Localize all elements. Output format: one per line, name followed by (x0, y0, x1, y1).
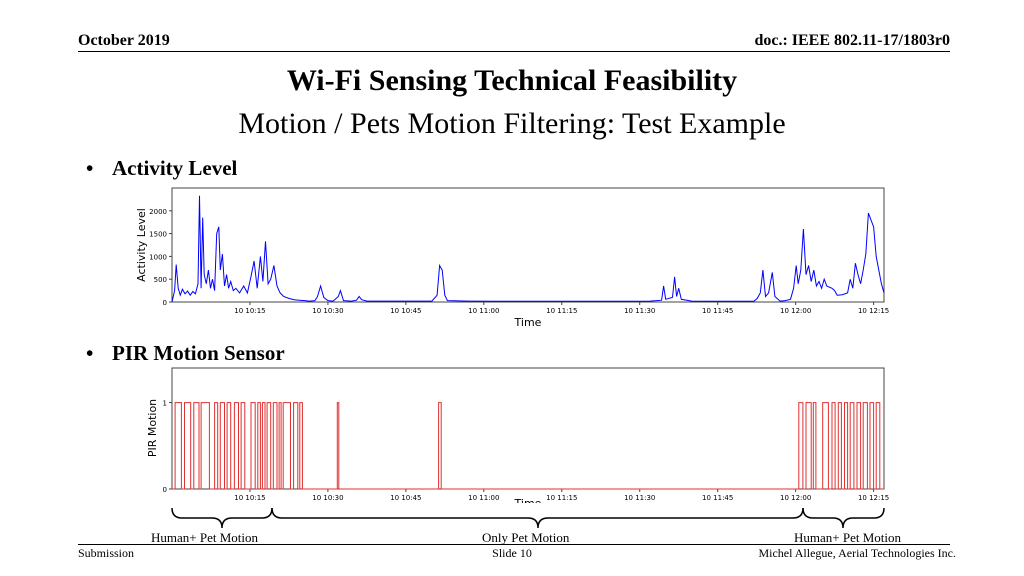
activity-x-tick-label: 10 12:00 (780, 307, 811, 315)
pir-chart: 0 1 10 10:15 10 10:30 10 10:45 10 11:00 10 11… (146, 367, 889, 510)
pir-y-tick-label: 0 (163, 486, 167, 494)
pir-x-tick-label: 10 11:00 (468, 494, 499, 502)
pir-x-tick-label: 10 10:15 (234, 494, 265, 502)
pir-x-tick-label: 10 10:30 (312, 494, 343, 502)
activity-y-tick-label: 2000 (149, 208, 167, 216)
bullet-dot: • (86, 341, 94, 365)
bullet-label: Activity Level (112, 156, 238, 180)
activity-y-tick-label: 1500 (149, 231, 167, 239)
activity-x-tick-label: 10 10:45 (390, 307, 421, 315)
activity-x-tick-label: 10 12:15 (858, 307, 889, 315)
brace-human-pet-2 (802, 507, 885, 529)
segment-label-human-pet-1: Human+ Pet Motion (151, 530, 258, 545)
activity-x-tick-label: 10 10:15 (234, 307, 265, 315)
pir-x-tick-label: 10 12:00 (780, 494, 811, 502)
activity-y-tick-label: 500 (154, 276, 167, 284)
activity-x-tick-label: 10 11:45 (702, 307, 733, 315)
activity-plot-frame (171, 187, 885, 303)
header-doc-id: doc.: IEEE 802.11-17/1803r0 (754, 32, 950, 49)
activity-x-axis-label: Time (514, 316, 542, 329)
footer-slide-number: Slide 10 (492, 546, 532, 560)
segment-label-only-pet: Only Pet Motion (482, 530, 570, 545)
pir-y-axis-label: PIR Motion (146, 399, 159, 457)
pir-x-tick-label: 10 10:45 (390, 494, 421, 502)
pir-series-line (172, 402, 884, 490)
segment-label-human-pet-2: Human+ Pet Motion (794, 530, 901, 545)
pir-x-tick-label: 10 11:45 (702, 494, 733, 502)
activity-y-tick-label: 0 (163, 299, 167, 307)
activity-x-tick-label: 10 11:00 (468, 307, 499, 315)
bullet-activity-level: • Activity Level (86, 156, 237, 181)
activity-series-line (171, 195, 885, 303)
header-date: October 2019 (78, 32, 170, 49)
bullet-pir-motion: • PIR Motion Sensor (86, 341, 285, 366)
brace-only-pet (271, 507, 804, 529)
pir-label-clip (150, 503, 910, 511)
pir-x-tick-label: 10 11:30 (624, 494, 655, 502)
footer-author: Michel Allegue, Aerial Technologies Inc. (758, 546, 956, 560)
activity-y-axis-label: Activity Level (135, 208, 148, 282)
slide-title: Wi-Fi Sensing Technical Feasibility (286, 64, 738, 97)
bullet-dot: • (86, 156, 94, 180)
brace-human-pet-1 (171, 507, 273, 529)
activity-x-tick-label: 10 11:15 (546, 307, 577, 315)
footer-divider (78, 544, 950, 545)
activity-chart: 0 500 1000 1500 2000 10 10:15 10 10:30 10 10:4… (135, 187, 889, 329)
header-divider (78, 51, 950, 52)
pir-y-tick-label: 1 (163, 400, 167, 408)
pir-x-tick-label: 10 11:15 (546, 494, 577, 502)
pir-x-tick-label: 10 12:15 (858, 494, 889, 502)
activity-x-tick-label: 10 10:30 (312, 307, 343, 315)
activity-x-tick-label: 10 11:30 (624, 307, 655, 315)
bullet-label: PIR Motion Sensor (112, 341, 285, 365)
slide-subtitle: Motion / Pets Motion Filtering: Test Exa… (238, 107, 786, 140)
footer-submission: Submission (78, 546, 135, 560)
segment-braces (171, 507, 885, 529)
activity-y-tick-label: 1000 (149, 253, 167, 261)
